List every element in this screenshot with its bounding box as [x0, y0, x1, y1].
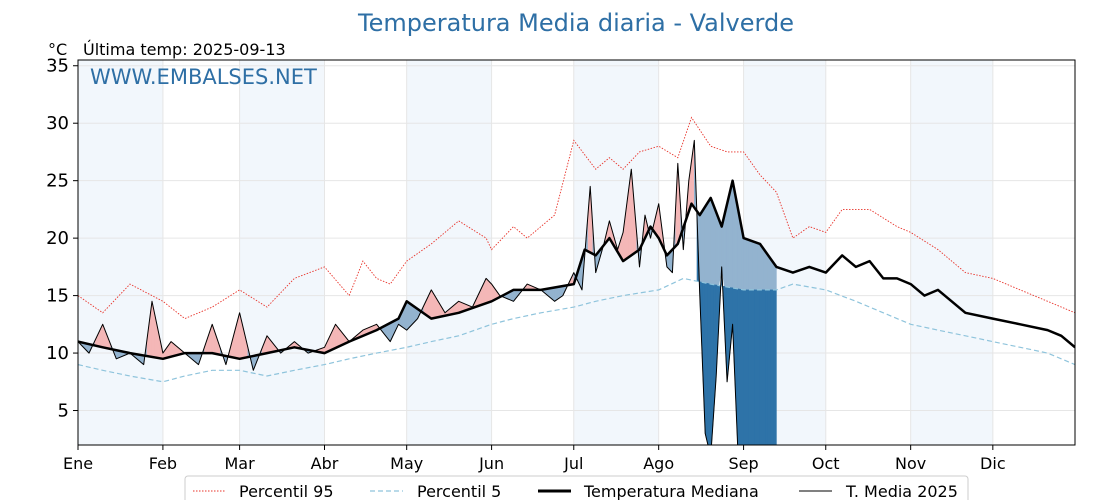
x-tick-label: May [390, 454, 423, 473]
x-tick-label: Abr [311, 454, 339, 473]
unit-label: °C [48, 40, 67, 59]
y-tick-label: 35 [46, 56, 69, 77]
below-p5-fill [765, 289, 769, 445]
grid-lines [77, 60, 1075, 445]
x-tick-label: Dic [980, 454, 1006, 473]
x-tick-label: Jun [478, 454, 504, 473]
below-p5-fill [754, 289, 758, 445]
below-p5-fill [770, 289, 775, 445]
p5-line [78, 277, 1075, 383]
x-tick-label: Nov [895, 454, 926, 473]
below-median-fill [699, 209, 703, 283]
month-band [239, 60, 325, 445]
above-median-fill [485, 277, 490, 304]
below-median-fill [765, 250, 769, 291]
below-p5-fill [773, 289, 777, 445]
below-median-fill [702, 205, 706, 284]
chart-title: Temperatura Media diaria - Valverde [357, 9, 794, 37]
below-median-fill [710, 197, 714, 285]
below-p5-fill [704, 282, 709, 445]
below-p5-fill [767, 289, 772, 445]
x-tick-label: Ago [643, 454, 674, 473]
x-tick-label: Ene [63, 454, 93, 473]
x-tick-label: Mar [225, 454, 256, 473]
below-median-fill [745, 238, 750, 291]
month-band [910, 60, 993, 445]
below-p5-fill [745, 289, 750, 445]
x-tick-label: Jul [563, 454, 583, 473]
below-median-fill [743, 237, 747, 291]
legend-p95: Percentil 95 [239, 482, 334, 500]
below-median-fill [707, 196, 712, 285]
plot-frame [77, 59, 1076, 446]
below-median-fill [713, 204, 717, 286]
month-band [78, 60, 163, 445]
below-p5-fill [756, 289, 761, 445]
median-line [78, 179, 1075, 361]
month-band [406, 60, 492, 445]
x-tick-label: Feb [149, 454, 177, 473]
below-p5-fill [751, 289, 755, 445]
below-p5-fill [737, 288, 742, 445]
below-p5-fill [748, 289, 753, 445]
series-area [78, 116, 1075, 445]
below-p5-fill [762, 289, 766, 445]
watermark: WWW.EMBALSES.NET [90, 65, 317, 89]
below-p5-fill [707, 283, 712, 445]
y-tick-label: 5 [58, 401, 69, 422]
last-temp-label: Última temp: 2025-09-13 [83, 40, 286, 59]
p95-line [78, 116, 1075, 320]
x-tick-label: Sep [729, 454, 759, 473]
y-tick-label: 25 [46, 171, 69, 192]
below-p5-fill [759, 289, 764, 445]
legend-p5: Percentil 5 [417, 482, 501, 500]
below-median-fill [751, 240, 755, 291]
below-median-fill [729, 180, 733, 289]
legend-median: Temperatura Mediana [583, 482, 759, 500]
below-p5-fill [743, 289, 747, 445]
y-tick-label: 10 [46, 343, 69, 364]
legend-2025: T. Media 2025 [845, 482, 958, 500]
t2025-line [78, 139, 739, 445]
below-median-fill [754, 241, 758, 291]
y-tick-label: 30 [46, 113, 69, 134]
below-median-fill [762, 246, 766, 291]
below-median-fill [406, 300, 410, 331]
legend-box [184, 475, 969, 500]
month-bands [78, 60, 993, 445]
below-p5-fill [740, 289, 744, 445]
below-median-fill [756, 242, 761, 291]
below-median-fill [748, 239, 753, 291]
below-median-fill [759, 242, 764, 291]
y-tick-label: 15 [46, 286, 69, 307]
y-tick-label: 20 [46, 228, 69, 249]
below-median-fill [409, 302, 413, 328]
legend: Percentil 95 Percentil 5 Temperatura Med… [184, 475, 969, 500]
below-median-fill [715, 212, 720, 286]
x-axis: Ene Feb Mar Abr May Jun Jul Ago Sep Oct Nov Dic [63, 445, 1006, 473]
x-tick-label: Oct [812, 454, 840, 473]
below-median-fill [704, 201, 709, 284]
y-axis: 5 10 15 20 25 30 35 [46, 56, 78, 422]
month-band [573, 60, 659, 445]
